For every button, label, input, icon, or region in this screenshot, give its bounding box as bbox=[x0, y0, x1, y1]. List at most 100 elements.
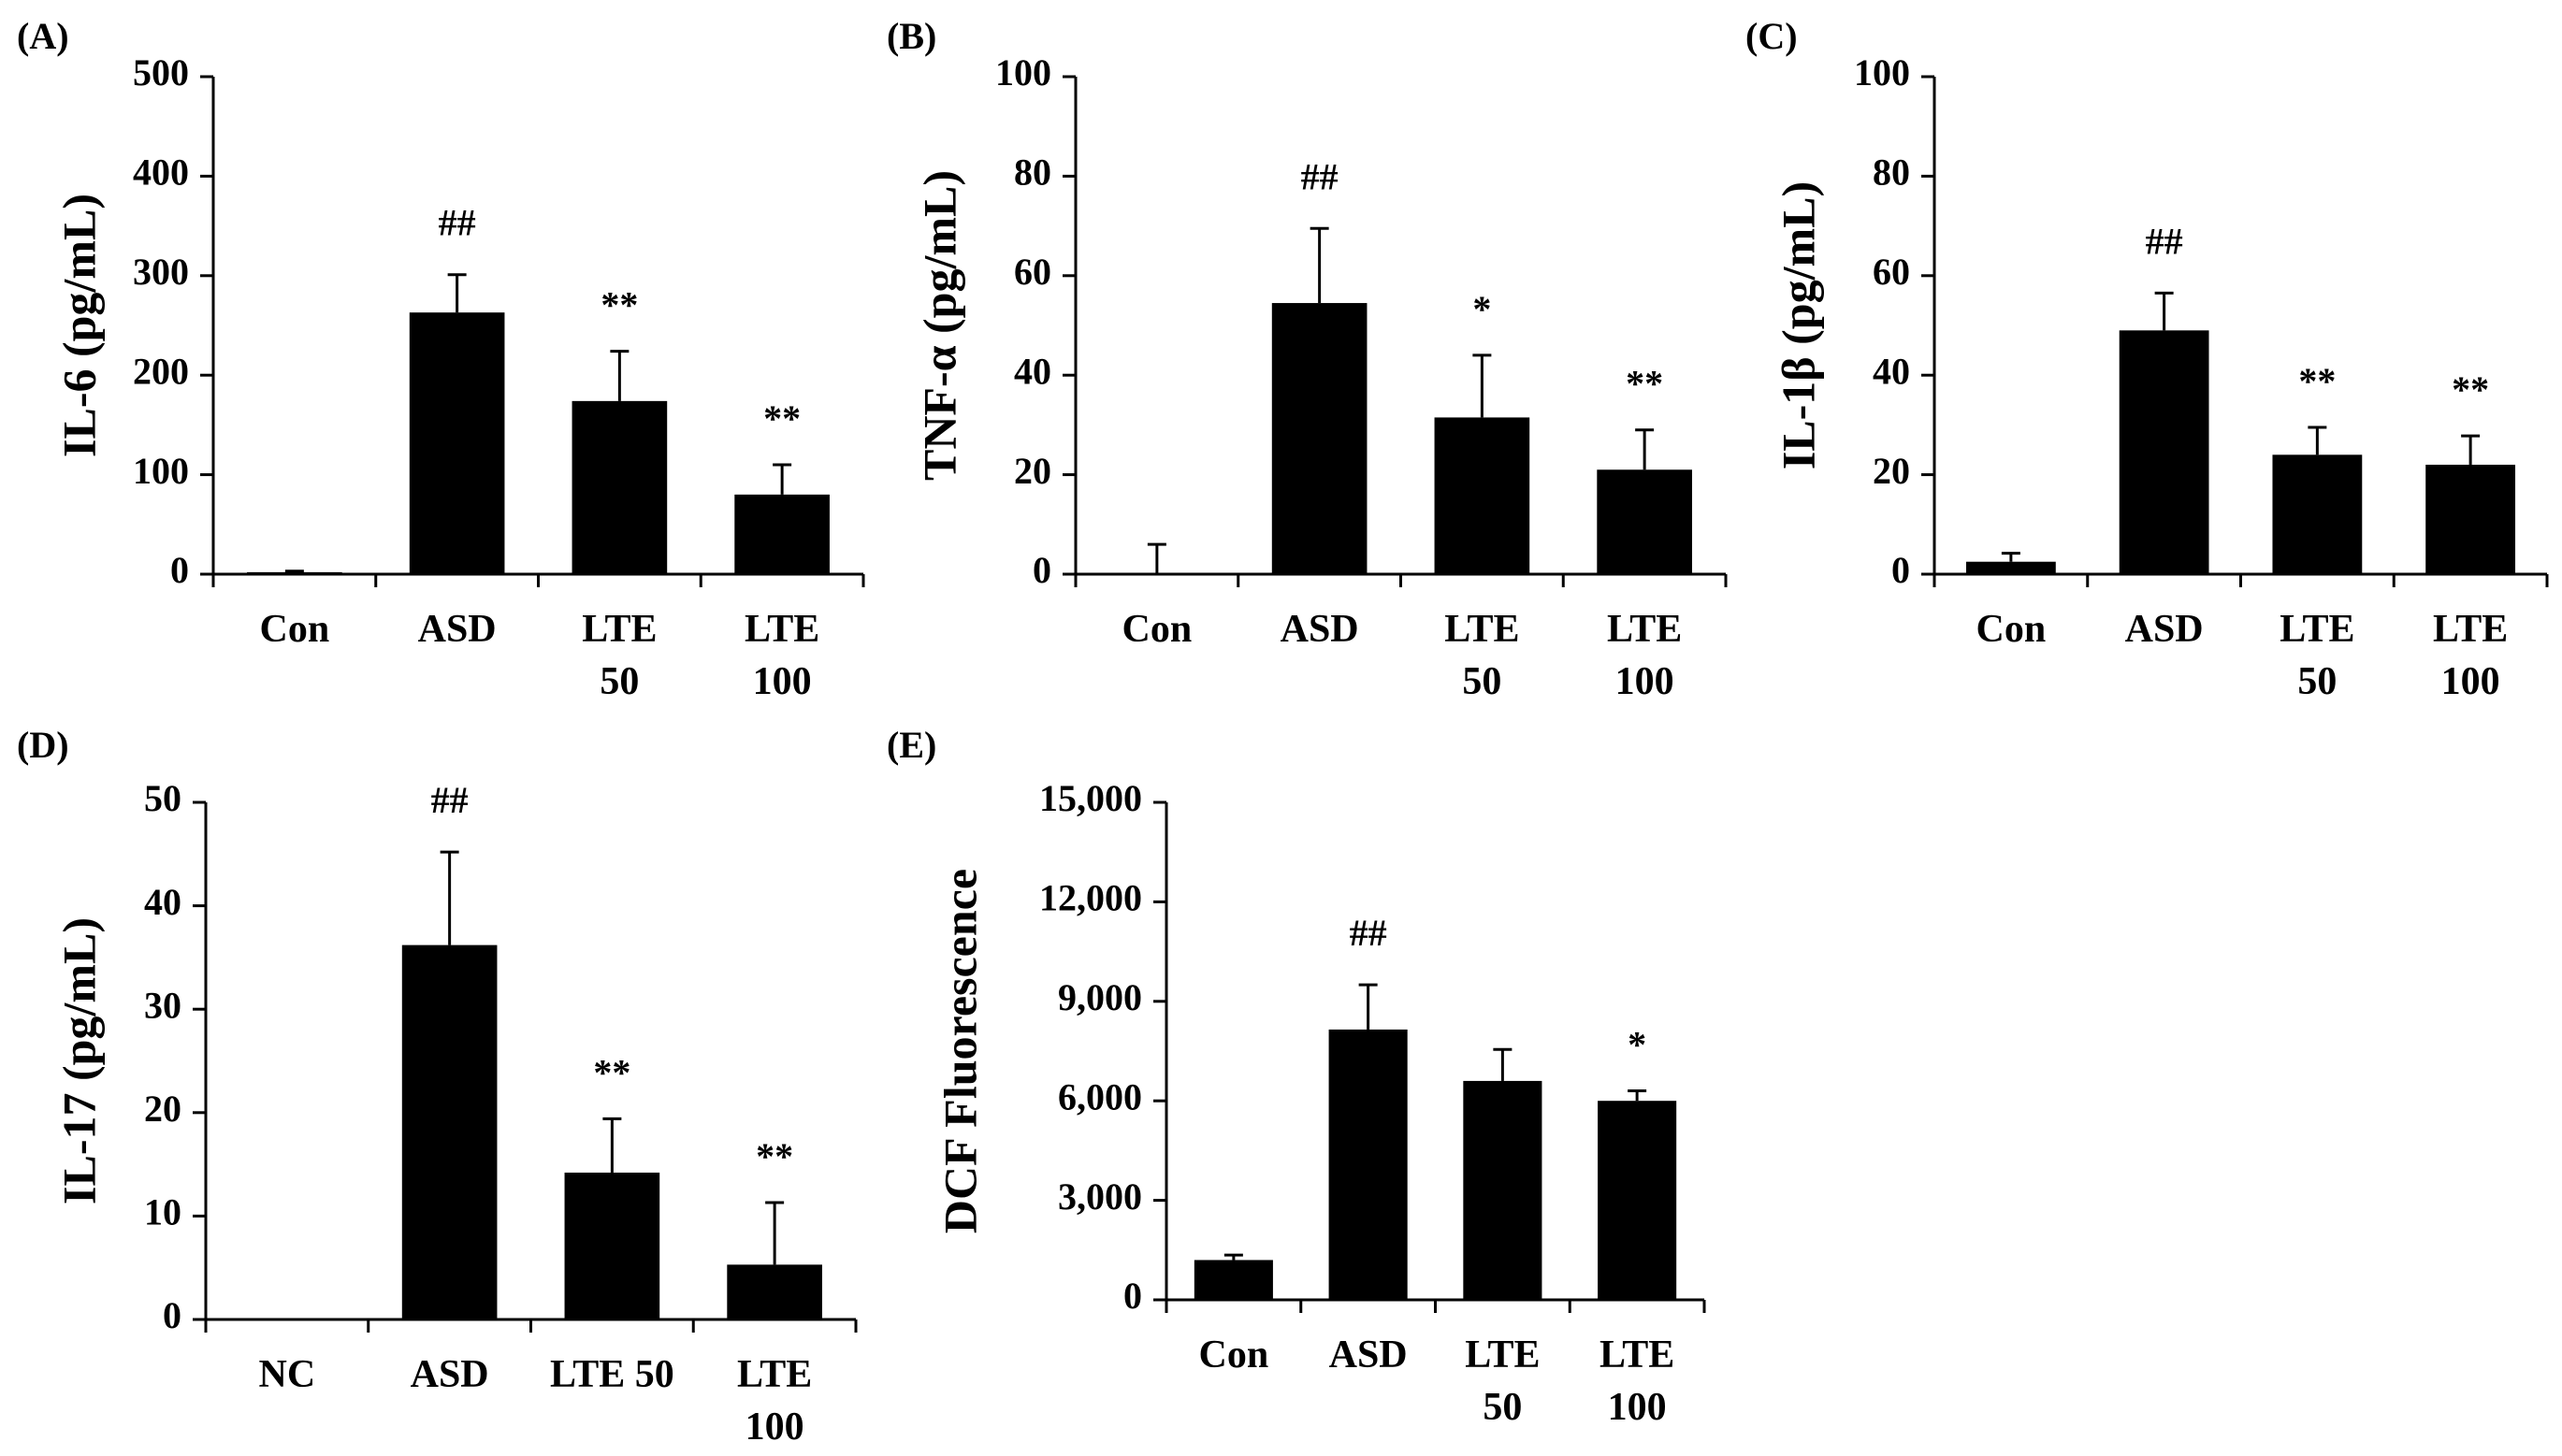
panel-d-significance-marker: ** bbox=[756, 1135, 793, 1177]
panel-b-y-tick-label: 40 bbox=[1014, 350, 1051, 392]
panel-b-letter: (B) bbox=[887, 15, 936, 57]
panel-b-category-label: 50 bbox=[1462, 660, 1501, 703]
panel-e-y-tick-label: 6,000 bbox=[1058, 1075, 1142, 1117]
panel-c-y-tick-label: 80 bbox=[1873, 151, 1910, 194]
panel-e-y-tick-label: 12,000 bbox=[1039, 877, 1142, 919]
panel-b-significance-marker: ** bbox=[1626, 363, 1663, 405]
panel-e-y-tick-label: 15,000 bbox=[1039, 777, 1142, 819]
panel-e-y-tick-label: 3,000 bbox=[1058, 1175, 1142, 1218]
panel-a-y-tick-label: 500 bbox=[133, 51, 189, 94]
panel-a-significance-marker: ** bbox=[763, 397, 801, 440]
panel-e-category-label: 100 bbox=[1608, 1386, 1667, 1429]
panel-d-y-tick-label: 30 bbox=[144, 984, 181, 1026]
panel-c-bar bbox=[1965, 561, 2056, 574]
panel-a-category-label: LTE bbox=[582, 608, 657, 651]
panel-a-bar bbox=[572, 400, 668, 574]
panel-c-y-tick-label: 60 bbox=[1873, 251, 1910, 293]
panel-c-category-label: LTE bbox=[2433, 608, 2508, 651]
panel-c-bar bbox=[2272, 454, 2363, 574]
panel-a-bar bbox=[409, 312, 505, 574]
panel-a-y-tick-label: 0 bbox=[170, 549, 189, 591]
panel-d-category-label: LTE 50 bbox=[550, 1353, 674, 1396]
panel-b-y-tick-label: 60 bbox=[1014, 251, 1051, 293]
panel-c-bar bbox=[2119, 330, 2209, 574]
panel-a-category-label: 50 bbox=[600, 660, 639, 703]
panel-c-bar bbox=[2425, 464, 2516, 574]
panel-d-y-tick-label: 0 bbox=[163, 1294, 181, 1336]
panel-e-bar bbox=[1598, 1101, 1677, 1300]
panel-d-y-axis-label: IL-17 (pg/mL) bbox=[52, 917, 105, 1204]
panel-e-category-label: LTE bbox=[1465, 1333, 1540, 1377]
panel-c-y-tick-label: 100 bbox=[1854, 51, 1910, 94]
panel-d-y-tick-label: 50 bbox=[144, 777, 181, 819]
panel-e-significance-marker: ## bbox=[1350, 912, 1387, 954]
panel-b-y-tick-label: 100 bbox=[995, 51, 1051, 94]
panel-b-significance-marker: * bbox=[1472, 288, 1491, 330]
panel-e-category-label: ASD bbox=[1329, 1333, 1408, 1377]
panel-b-y-tick-label: 20 bbox=[1014, 450, 1051, 492]
panel-b-category-label: ASD bbox=[1281, 608, 1359, 651]
panel-a-y-tick-label: 200 bbox=[133, 350, 189, 392]
panel-b-y-axis-label: TNF-α (pg/mL) bbox=[913, 170, 965, 481]
panel-a-y-tick-label: 100 bbox=[133, 450, 189, 492]
panel-a-category-label: Con bbox=[260, 608, 330, 651]
panel-a-y-tick-label: 300 bbox=[133, 251, 189, 293]
panel-d-category-label: 100 bbox=[745, 1406, 804, 1449]
panel-a-category-label: 100 bbox=[753, 660, 812, 703]
panel-a-significance-marker: ** bbox=[601, 284, 638, 326]
panel-e-significance-marker: * bbox=[1628, 1024, 1646, 1066]
panel-a-letter: (A) bbox=[17, 15, 69, 57]
panel-b-bar bbox=[1434, 417, 1530, 574]
panel-b-significance-marker: ## bbox=[1301, 155, 1339, 197]
panel-a-bar bbox=[247, 571, 342, 574]
panel-b-category-label: LTE bbox=[1607, 608, 1682, 651]
panel-b-bar bbox=[1597, 469, 1692, 574]
panel-c-y-tick-label: 40 bbox=[1873, 350, 1910, 392]
panel-a-significance-marker: ## bbox=[439, 202, 476, 244]
panel-e-category-label: LTE bbox=[1599, 1333, 1674, 1377]
panel-b-y-tick-label: 80 bbox=[1014, 151, 1051, 194]
panel-d-bar bbox=[401, 944, 498, 1319]
panel-c-category-label: 100 bbox=[2441, 660, 2500, 703]
panel-c-category-label: Con bbox=[1976, 608, 2047, 651]
panel-b-bar bbox=[1271, 303, 1368, 574]
panel-c-letter: (C) bbox=[1745, 15, 1798, 57]
panel-e-y-tick-label: 9,000 bbox=[1058, 976, 1142, 1018]
panel-d-significance-marker: ** bbox=[593, 1051, 630, 1093]
panel-c-significance-marker: ** bbox=[2298, 360, 2336, 402]
panel-e-bar bbox=[1194, 1260, 1273, 1300]
panel-e-letter: (E) bbox=[887, 724, 936, 766]
panel-c-significance-marker: ** bbox=[2452, 368, 2489, 411]
panel-e-y-tick-label: 0 bbox=[1123, 1275, 1142, 1317]
panel-d-category-label: ASD bbox=[411, 1353, 489, 1396]
panel-d-y-tick-label: 10 bbox=[144, 1191, 181, 1233]
panel-e-y-axis-label: DCF Fluorescence bbox=[934, 869, 986, 1233]
panel-a-y-axis-label: IL-6 (pg/mL) bbox=[52, 194, 105, 457]
panel-d-significance-marker: ## bbox=[431, 779, 469, 821]
panel-d-bar bbox=[564, 1172, 660, 1319]
panel-c-y-tick-label: 20 bbox=[1873, 450, 1910, 492]
panel-c-y-tick-label: 0 bbox=[1891, 549, 1910, 591]
panel-d-category-label: NC bbox=[259, 1353, 316, 1396]
panel-b-y-tick-label: 0 bbox=[1033, 549, 1051, 591]
panel-a-bar bbox=[734, 494, 830, 574]
panel-d-y-tick-label: 40 bbox=[144, 881, 181, 923]
panel-e-category-label: 50 bbox=[1483, 1386, 1522, 1429]
panel-b-category-label: Con bbox=[1122, 608, 1193, 651]
panel-c-significance-marker: ## bbox=[2146, 220, 2183, 262]
panel-b-category-label: 100 bbox=[1615, 660, 1674, 703]
panel-e-bar bbox=[1463, 1080, 1542, 1300]
panel-a-category-label: ASD bbox=[418, 608, 497, 651]
panel-d-y-tick-label: 20 bbox=[144, 1088, 181, 1130]
panel-a-y-tick-label: 400 bbox=[133, 151, 189, 194]
panel-d-bar bbox=[727, 1264, 822, 1319]
panel-d-letter: (D) bbox=[17, 724, 69, 766]
panel-d-category-label: LTE bbox=[737, 1353, 812, 1396]
panel-b-category-label: LTE bbox=[1444, 608, 1519, 651]
panel-c-category-label: 50 bbox=[2297, 660, 2337, 703]
panel-c-y-axis-label: IL-1β (pg/mL) bbox=[1772, 181, 1824, 469]
panel-a-category-label: LTE bbox=[745, 608, 819, 651]
panel-c-category-label: LTE bbox=[2280, 608, 2354, 651]
panel-c-category-label: ASD bbox=[2125, 608, 2204, 651]
